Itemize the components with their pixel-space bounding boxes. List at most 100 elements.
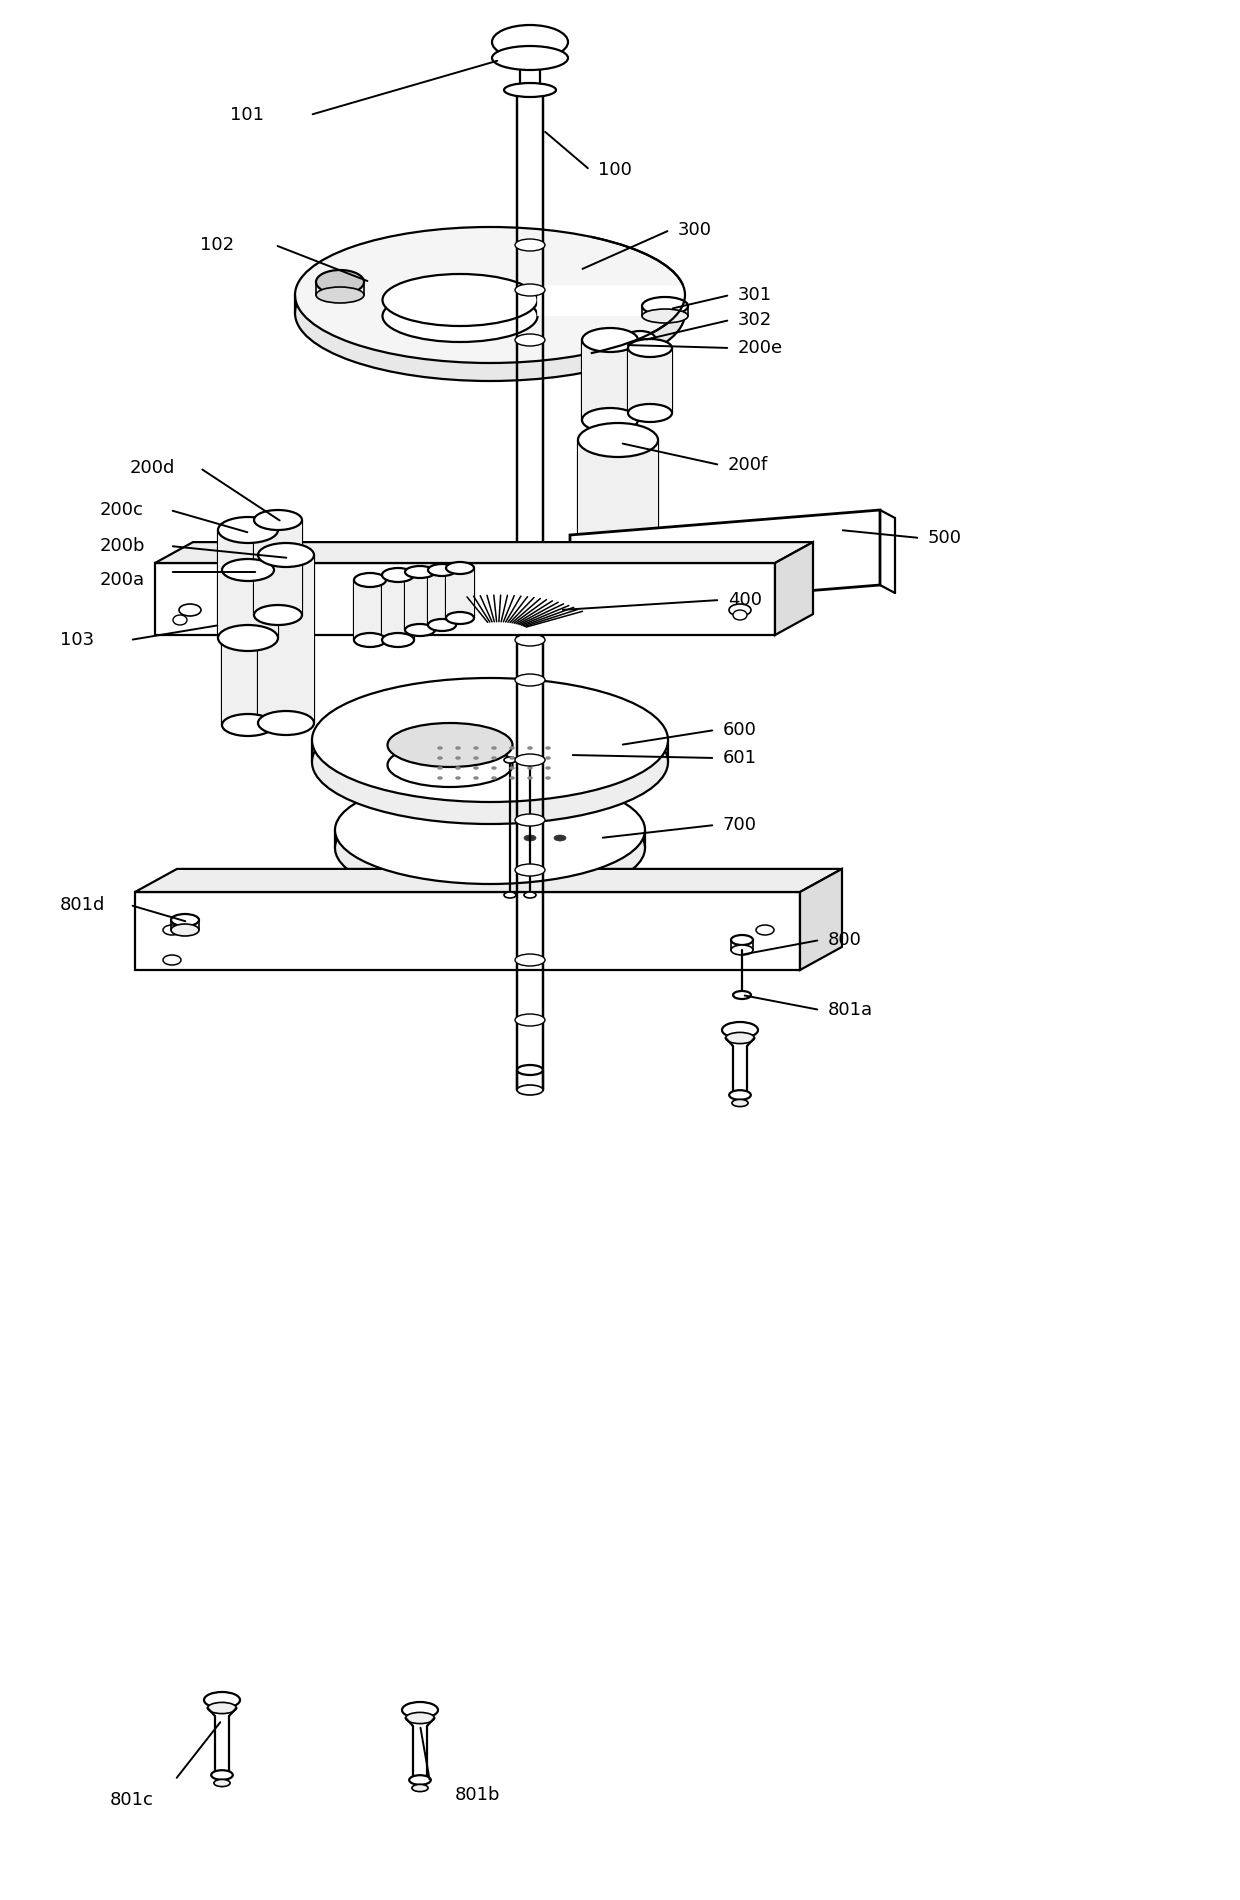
Text: 200c: 200c [100,502,144,519]
Ellipse shape [207,1702,237,1714]
Polygon shape [254,521,303,616]
Ellipse shape [353,574,386,587]
Ellipse shape [515,813,546,826]
Ellipse shape [546,756,551,760]
Ellipse shape [515,1015,546,1026]
Text: 200b: 200b [100,538,145,555]
Ellipse shape [335,794,645,902]
Ellipse shape [510,766,515,770]
Ellipse shape [428,564,456,576]
Ellipse shape [546,747,551,749]
Ellipse shape [642,296,688,315]
Ellipse shape [438,756,443,760]
Ellipse shape [517,1066,543,1075]
Text: 301: 301 [738,287,773,304]
Ellipse shape [582,329,639,352]
Ellipse shape [492,25,568,59]
Ellipse shape [258,711,314,735]
Ellipse shape [503,84,556,97]
Ellipse shape [491,777,496,779]
Ellipse shape [515,635,546,646]
Ellipse shape [625,338,655,350]
Ellipse shape [316,287,365,302]
Polygon shape [353,580,386,640]
Text: 801a: 801a [828,1001,873,1018]
Ellipse shape [732,1100,748,1106]
Ellipse shape [211,1771,233,1780]
Ellipse shape [312,678,668,802]
Ellipse shape [353,633,386,648]
Ellipse shape [382,291,537,342]
Ellipse shape [254,509,303,530]
Text: 700: 700 [723,815,756,834]
Ellipse shape [179,604,201,616]
Ellipse shape [578,424,658,458]
Ellipse shape [474,747,479,749]
Ellipse shape [215,1780,231,1786]
Ellipse shape [312,699,668,825]
Ellipse shape [387,743,512,787]
Ellipse shape [625,331,655,346]
Polygon shape [218,530,278,638]
Ellipse shape [474,756,479,760]
Polygon shape [258,555,314,724]
Ellipse shape [503,756,516,764]
Ellipse shape [515,674,546,686]
Ellipse shape [174,616,187,625]
Ellipse shape [428,619,456,631]
Ellipse shape [525,891,536,899]
Text: 102: 102 [200,236,234,255]
Text: 200f: 200f [728,456,769,473]
Ellipse shape [491,747,496,749]
Ellipse shape [527,766,532,770]
Polygon shape [578,441,658,604]
Text: 801c: 801c [110,1792,154,1809]
Ellipse shape [455,747,460,749]
Ellipse shape [218,517,278,543]
Ellipse shape [527,777,532,779]
Ellipse shape [515,334,546,346]
Ellipse shape [316,270,365,294]
Ellipse shape [582,408,639,431]
Text: 302: 302 [738,312,773,329]
Ellipse shape [171,923,198,937]
Ellipse shape [405,623,435,636]
Polygon shape [446,568,474,618]
Ellipse shape [335,775,645,884]
Ellipse shape [382,568,414,581]
Ellipse shape [162,956,181,965]
Ellipse shape [733,992,751,999]
Ellipse shape [222,559,274,581]
Ellipse shape [492,46,568,70]
Polygon shape [405,572,435,631]
Ellipse shape [491,766,496,770]
Ellipse shape [510,747,515,749]
Ellipse shape [295,245,684,382]
Text: 200a: 200a [100,572,145,589]
Ellipse shape [258,543,314,566]
Ellipse shape [295,226,684,363]
Ellipse shape [412,1784,428,1792]
Ellipse shape [455,766,460,770]
Ellipse shape [517,1085,543,1094]
Ellipse shape [205,1693,241,1708]
Ellipse shape [578,587,658,621]
Ellipse shape [642,310,688,323]
Ellipse shape [554,834,565,842]
Text: 103: 103 [60,631,94,650]
Text: 801b: 801b [455,1786,501,1803]
Ellipse shape [729,1091,750,1100]
Text: 801d: 801d [60,897,105,914]
Ellipse shape [510,756,515,760]
Polygon shape [382,576,414,640]
Ellipse shape [525,834,536,842]
Ellipse shape [382,274,537,327]
Ellipse shape [515,864,546,876]
Ellipse shape [546,766,551,770]
Ellipse shape [515,283,546,296]
Polygon shape [135,891,800,971]
Ellipse shape [474,777,479,779]
Ellipse shape [402,1702,438,1718]
Text: 300: 300 [678,220,712,239]
Polygon shape [800,868,842,971]
